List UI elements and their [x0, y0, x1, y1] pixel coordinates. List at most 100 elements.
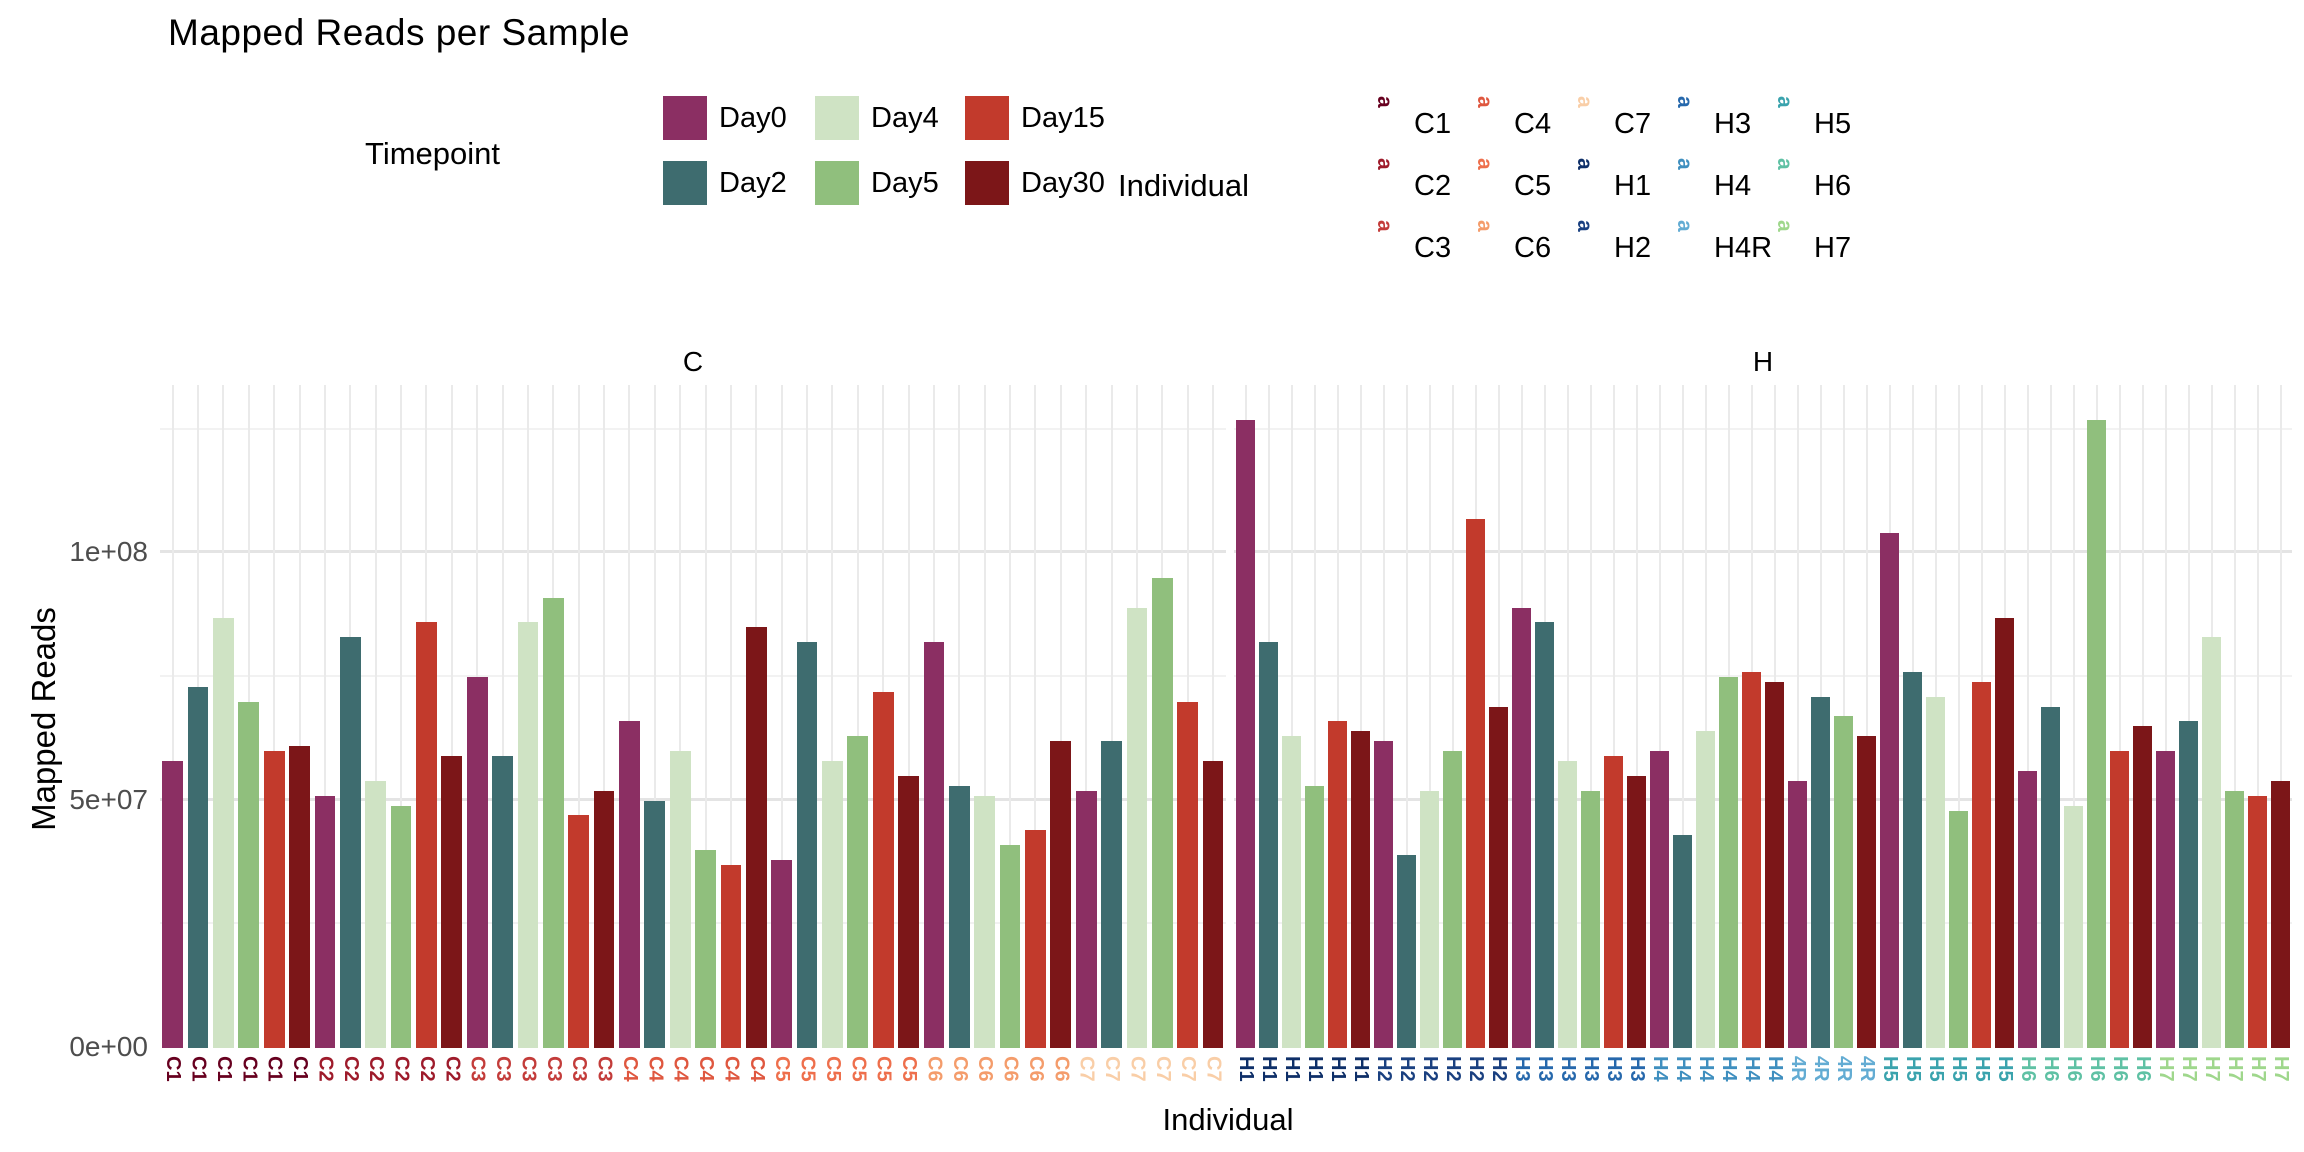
x-tick-label: H6: [2063, 1056, 2085, 1082]
x-tick-label: C6: [1024, 1056, 1047, 1082]
x-tick-label: 4R: [1856, 1056, 1878, 1082]
legend-key-label: Day2: [719, 167, 787, 199]
bar-slot: C5: [871, 385, 896, 1082]
gridline-vertical: [2026, 385, 2029, 1048]
bar-c7-day5: [1151, 578, 1173, 1048]
x-tick-label: H6: [2040, 1056, 2062, 1082]
x-tick-label: H4: [1672, 1056, 1694, 1082]
bar-slot: H5: [1924, 385, 1947, 1082]
bar-c7-day4: [1126, 608, 1148, 1048]
bar-h5-day0: [1880, 533, 1899, 1048]
x-tick-label: 4R: [1787, 1056, 1809, 1082]
bar-slot: H5: [1970, 385, 1993, 1082]
gridline-horizontal-minor: [1234, 922, 2292, 924]
gridline-vertical: [729, 385, 732, 1048]
gridline-vertical: [171, 385, 174, 1048]
gridline-vertical: [1110, 385, 1113, 1048]
x-tick-label: H2: [1488, 1056, 1510, 1082]
bar-slot: C7: [1200, 385, 1225, 1082]
bar-slot: C2: [439, 385, 464, 1082]
x-tick-label: C3: [593, 1056, 616, 1082]
bar-slot: H3: [1579, 385, 1602, 1082]
x-tick-label: H4: [1741, 1056, 1763, 1082]
bar-slot: H7: [2200, 385, 2223, 1082]
bar-slot: H5: [1878, 385, 1901, 1082]
x-tick-label: C7: [1126, 1056, 1149, 1082]
gridline-vertical: [1382, 385, 1385, 1048]
x-tick-label: H3: [1580, 1056, 1602, 1082]
bar-slot: H2: [1464, 385, 1487, 1082]
legend-item-h6: a H6: [1773, 158, 1870, 216]
legend-item-c1: a C1: [1373, 96, 1470, 154]
gridline-vertical: [2141, 385, 2144, 1048]
bar-slot: H3: [1556, 385, 1579, 1082]
x-tick-label: C4: [644, 1056, 667, 1082]
x-tick-label: H5: [1948, 1056, 1970, 1082]
x-tick-label: C4: [695, 1056, 718, 1082]
x-tick-label: C6: [948, 1056, 971, 1082]
bar-h5-day5: [1949, 811, 1968, 1048]
legend-item-label: H7: [1814, 232, 1852, 264]
bar-slot: C3: [541, 385, 566, 1082]
x-tick-label: H2: [1419, 1056, 1441, 1082]
bar-slot: C7: [1124, 385, 1149, 1082]
x-tick-label: C1: [212, 1056, 235, 1082]
bar-c1-day30: [289, 746, 310, 1048]
bar-slot: C4: [744, 385, 769, 1082]
bar-slot: H1: [1280, 385, 1303, 1082]
bar-slot: C4: [718, 385, 743, 1082]
bar-h6-day30: [2133, 726, 2152, 1048]
bar-c5-day15: [872, 692, 894, 1048]
legend-key-label: Day5: [871, 167, 939, 199]
x-tick-label: C1: [289, 1056, 312, 1082]
gridline-vertical: [679, 385, 682, 1048]
x-tick-label: H1: [1327, 1056, 1349, 1082]
bar-slot: C6: [1048, 385, 1073, 1082]
bar-c2-day4: [365, 781, 387, 1048]
gridline-vertical: [983, 385, 986, 1048]
bar-slot: H7: [2246, 385, 2269, 1082]
gridline-vertical: [653, 385, 656, 1048]
gridline-vertical: [1009, 385, 1012, 1048]
bar-h6-day15: [2110, 751, 2129, 1048]
bar-c3-day5: [542, 598, 564, 1048]
gridline-vertical: [1359, 385, 1362, 1048]
x-tick-label: H7: [2224, 1056, 2246, 1082]
bar-slot: H2: [1395, 385, 1418, 1082]
gridline-vertical: [1212, 385, 1215, 1048]
bar-h6-day4: [2064, 806, 2083, 1048]
bar-c5-day4: [822, 761, 843, 1048]
bar-h7-day15: [2248, 796, 2267, 1048]
gridline-vertical: [273, 385, 276, 1048]
y-tick-label: 5e+07: [69, 784, 148, 815]
bar-c2-day30: [441, 756, 463, 1048]
x-tick-label: H1: [1258, 1056, 1280, 1082]
gridline-vertical: [1085, 385, 1088, 1048]
bar-h4-day5: [1719, 677, 1738, 1048]
legend-item-label: C4: [1514, 108, 1552, 140]
legend-key-swatch: [663, 161, 707, 205]
x-tick-label: H7: [2247, 1056, 2269, 1082]
bar-c3-day2: [492, 756, 513, 1048]
bar-slot: H7: [2223, 385, 2246, 1082]
bar-c2-day5: [390, 806, 412, 1048]
bar-slot: C5: [769, 385, 794, 1082]
x-tick-label: H5: [1971, 1056, 1993, 1082]
gridline-horizontal-major: [160, 798, 1226, 801]
x-tick-label: C7: [1202, 1056, 1225, 1082]
x-tick-label: C6: [923, 1056, 946, 1082]
legend-key-swatch: [965, 96, 1009, 140]
bar-c5-day2: [796, 642, 818, 1048]
legend-key-label: Day30: [1021, 167, 1105, 199]
x-tick-label: H5: [1902, 1056, 1924, 1082]
legend-item-h4: a H4: [1673, 158, 1770, 216]
legend-item-h4r: a H4R: [1673, 220, 1772, 278]
gridline-vertical: [1034, 385, 1037, 1048]
gridline-vertical: [2233, 385, 2236, 1048]
legend-item-label: H1: [1614, 170, 1652, 202]
x-tick-label: H3: [1603, 1056, 1625, 1082]
bar-c2-day0: [314, 796, 336, 1048]
bar-slot: C2: [388, 385, 413, 1082]
chart-title: Mapped Reads per Sample: [168, 12, 630, 53]
x-tick-label: C6: [1050, 1056, 1073, 1082]
